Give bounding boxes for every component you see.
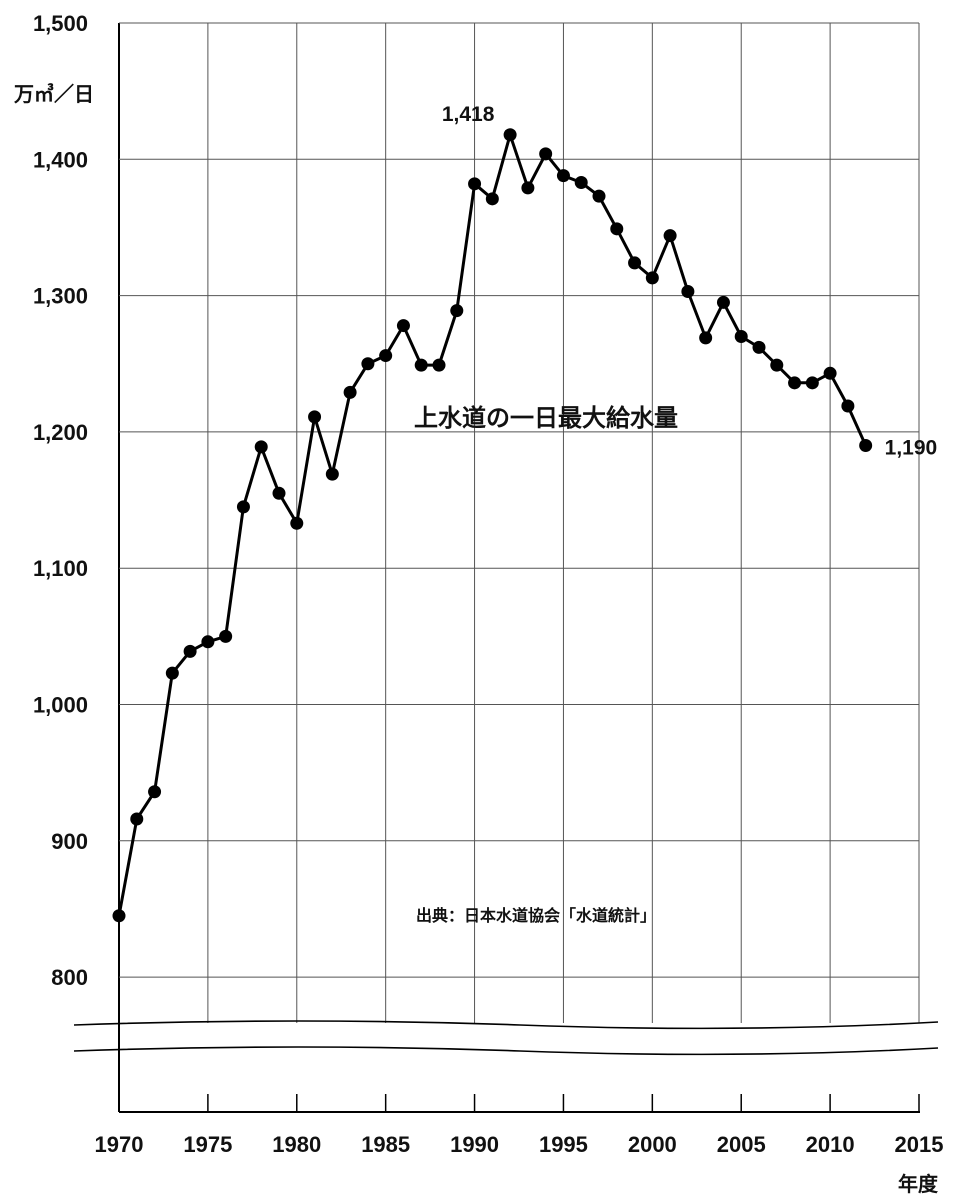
axis-break-bottom-wave <box>73 1046 939 1056</box>
data-point <box>770 358 784 372</box>
data-point <box>361 357 375 371</box>
data-point <box>539 147 553 161</box>
data-label: 1,418 <box>442 103 495 126</box>
y-tick-label: 1,500 <box>33 11 88 36</box>
y-tick-label: 1,100 <box>33 556 88 581</box>
chart-title: 上水道の一日最大給水量 <box>414 404 678 432</box>
data-point <box>805 376 819 390</box>
data-point <box>734 329 748 343</box>
data-point <box>841 399 855 413</box>
x-tick-label: 2010 <box>806 1132 855 1157</box>
data-point <box>556 169 570 183</box>
data-point <box>148 785 162 799</box>
x-tick-label: 1975 <box>183 1132 232 1157</box>
data-point <box>112 909 126 923</box>
y-tick-labels: 800 900 1,000 1,100 1,200 1,300 1,400 1,500 <box>33 11 88 990</box>
x-tick-label: 1980 <box>272 1132 321 1157</box>
data-point <box>628 256 642 270</box>
data-point <box>716 295 730 309</box>
y-tick-label: 1,200 <box>33 420 88 445</box>
data-point <box>219 629 233 643</box>
data-point <box>592 189 606 203</box>
x-tick-labels: 1970 1975 1980 1985 1990 1995 2000 2005 2010 2015 <box>95 1132 944 1157</box>
data-point <box>254 440 268 454</box>
data-point <box>343 385 357 399</box>
x-tick-label: 1995 <box>539 1132 588 1157</box>
data-point <box>788 376 802 390</box>
data-point <box>468 177 482 191</box>
data-point <box>663 229 677 243</box>
x-tick-label: 2000 <box>628 1132 677 1157</box>
data-point <box>610 222 624 236</box>
annotations: 1,418 1,190 <box>442 103 937 460</box>
data-point <box>379 349 393 363</box>
data-point <box>325 467 339 481</box>
data-point <box>130 812 144 826</box>
data-point <box>752 340 766 354</box>
data-point <box>201 635 215 649</box>
data-point <box>183 644 197 658</box>
axis-break-top-wave <box>73 1020 939 1030</box>
data-point <box>236 500 250 514</box>
y-tick-label: 1,000 <box>33 693 88 718</box>
data-point <box>681 285 695 299</box>
data-point <box>645 271 659 285</box>
data-point <box>450 304 464 318</box>
data-point <box>503 128 517 142</box>
data-point <box>859 439 873 453</box>
data-point <box>574 175 588 189</box>
y-tick-label: 800 <box>51 965 88 990</box>
data-label: 1,190 <box>885 437 938 460</box>
data-point <box>485 192 499 206</box>
y-tick-label: 1,300 <box>33 284 88 309</box>
y-tick-label: 1,400 <box>33 147 88 172</box>
y-axis-unit-label: 万㎥／日 <box>13 82 94 106</box>
data-point <box>432 358 446 372</box>
y-tick-label: 900 <box>51 829 88 854</box>
data-point <box>308 410 322 424</box>
x-tick-label: 2015 <box>895 1132 944 1157</box>
data-point <box>396 319 410 333</box>
series <box>112 128 873 923</box>
data-point <box>823 366 837 380</box>
x-tick-label: 1985 <box>361 1132 410 1157</box>
axis-break <box>73 1020 939 1056</box>
data-point <box>521 181 535 195</box>
data-point <box>699 331 713 345</box>
data-point <box>290 516 304 530</box>
x-tick-label: 2005 <box>717 1132 766 1157</box>
x-tick-label: 1970 <box>95 1132 144 1157</box>
source-note: 出典：日本水道協会「水道統計」 <box>416 906 656 925</box>
data-point <box>272 486 286 500</box>
data-point <box>414 358 428 372</box>
x-tick-label: 1990 <box>450 1132 499 1157</box>
data-point <box>165 666 179 680</box>
x-axis-label: 年度 <box>898 1172 939 1196</box>
